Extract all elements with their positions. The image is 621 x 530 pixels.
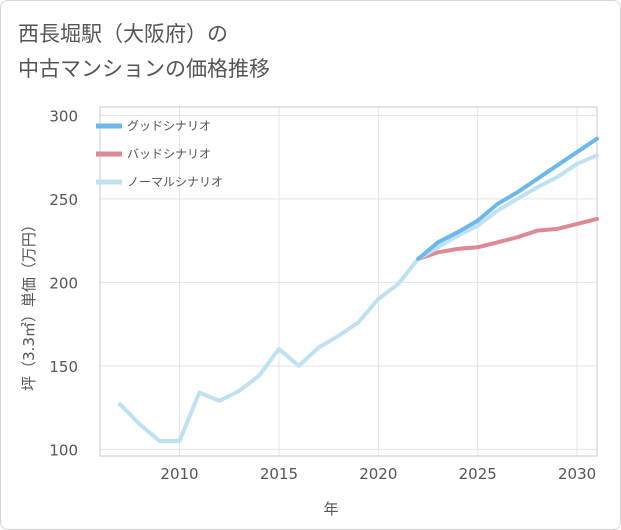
x-tick-label: 2010 <box>160 465 198 483</box>
series-line-1 <box>416 216 599 261</box>
x-tick-label: 2015 <box>260 465 298 483</box>
legend-label: グッドシナリオ <box>127 119 211 133</box>
y-axis-title: 坪（3.3㎡）単価（万円） <box>20 217 38 391</box>
legend-label: ノーマルシナリオ <box>127 175 223 189</box>
y-axis-tick-labels: 100 150 200 250 300 <box>49 107 78 459</box>
chart-title-line-1: 西長堀駅（大阪府）の <box>18 22 228 46</box>
y-tick-label: 200 <box>49 274 78 292</box>
y-tick-label: 300 <box>49 107 78 125</box>
y-tick-label: 250 <box>49 191 78 209</box>
y-tick-label: 100 <box>49 441 78 459</box>
chart-title-line-2: 中古マンションの価格推移 <box>18 57 270 81</box>
horizontal-grid <box>100 114 597 450</box>
legend-item: バッドシナリオ <box>96 147 211 161</box>
x-tick-label: 2025 <box>459 465 497 483</box>
legend-label: バッドシナリオ <box>127 147 211 161</box>
y-tick-label: 150 <box>49 358 78 376</box>
x-tick-label: 2020 <box>359 465 397 483</box>
x-tick-label: 2030 <box>558 465 596 483</box>
grid-lines <box>100 107 597 456</box>
chart-title: 西長堀駅（大阪府）の 中古マンションの価格推移 <box>18 17 270 87</box>
x-axis-title: 年 <box>323 500 338 518</box>
series-lines <box>117 136 599 443</box>
legend-item: ノーマルシナリオ <box>96 175 223 189</box>
plot-area-border <box>99 106 598 457</box>
vertical-grid <box>179 107 578 456</box>
series-line-2 <box>117 153 599 443</box>
legend-item: グッドシナリオ <box>96 119 211 133</box>
x-axis-tick-labels: 2010 2015 2020 2025 2030 <box>160 465 596 483</box>
series-line-0 <box>416 136 599 261</box>
